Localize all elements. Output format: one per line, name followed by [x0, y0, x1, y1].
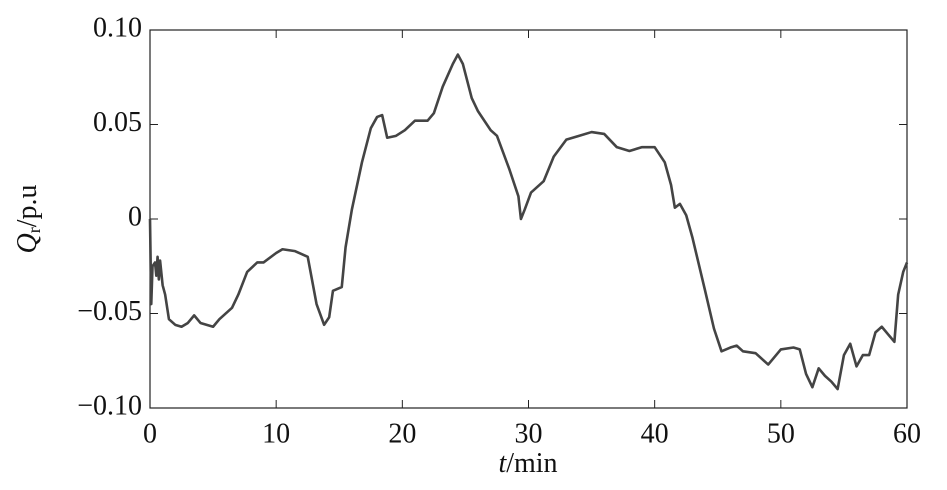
- x-tick-label: 20: [388, 418, 416, 449]
- y-label-symbol: Q: [12, 233, 43, 253]
- y-tick-label: 0.10: [93, 12, 142, 43]
- x-label-symbol: t: [498, 448, 507, 479]
- y-axis-label: Qr/p.u: [12, 184, 44, 253]
- x-tick-label: 10: [262, 418, 290, 449]
- x-tick-label: 60: [893, 418, 921, 449]
- x-tick-label: 0: [143, 418, 157, 449]
- data-line: [148, 53, 909, 391]
- y-label-unit: /p.u: [12, 184, 43, 227]
- x-tick-label: 50: [767, 418, 795, 449]
- x-tick-label: 40: [641, 418, 669, 449]
- plot-frame: [149, 29, 908, 409]
- x-label-unit: /min: [506, 448, 557, 479]
- y-tick-label: 0.05: [93, 107, 142, 138]
- y-tick-label: −0.10: [77, 390, 142, 421]
- y-label-subscript: r: [24, 227, 44, 233]
- y-tick-label: −0.05: [77, 296, 142, 327]
- x-tick-label: 30: [515, 418, 543, 449]
- x-axis-label: t/min: [498, 448, 557, 479]
- y-tick-label: 0: [128, 201, 142, 232]
